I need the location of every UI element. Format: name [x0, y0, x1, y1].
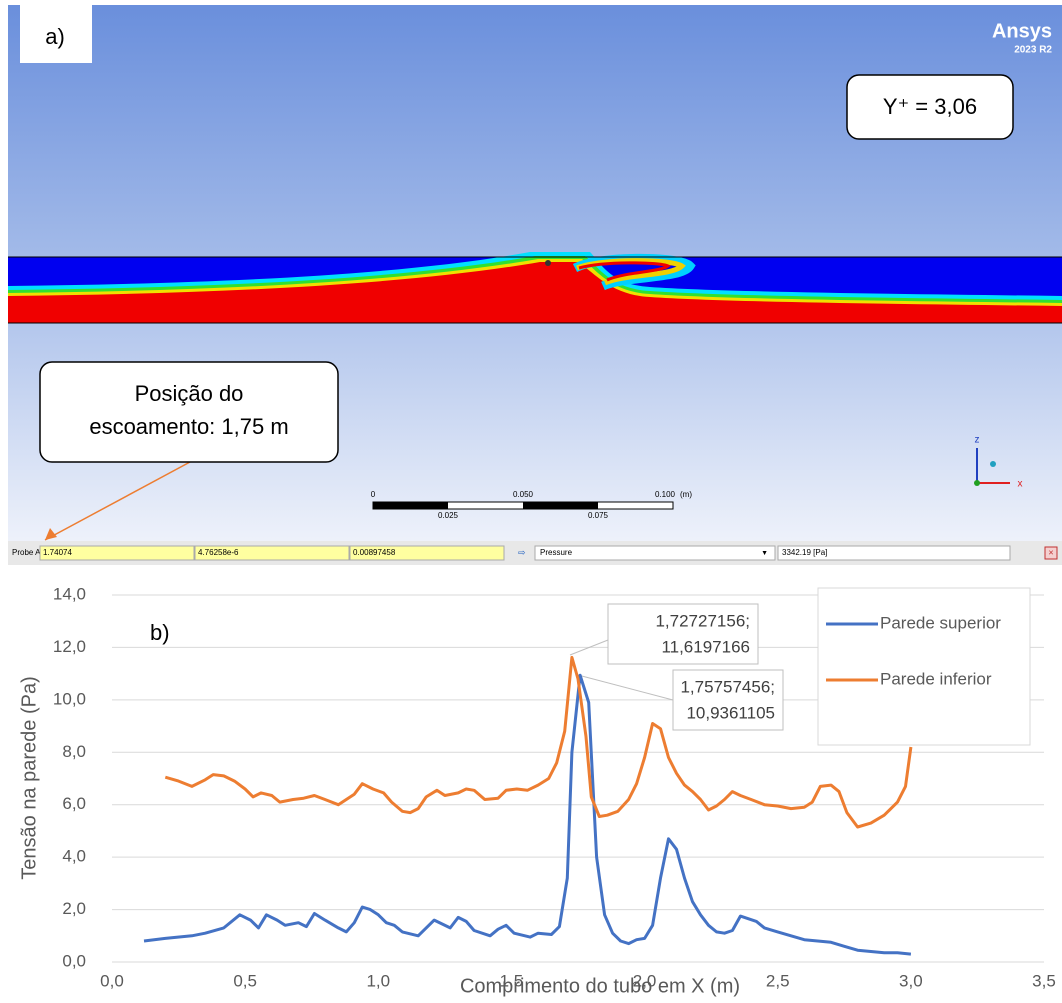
- y-tick-label: 8,0: [62, 742, 86, 761]
- y-tick-label: 10,0: [53, 689, 86, 708]
- x-tick-label: 0,0: [100, 971, 124, 990]
- probe-arrow: ⇨: [518, 547, 526, 557]
- scale-label: 0.025: [438, 511, 459, 520]
- probe-label: Probe At: [12, 548, 43, 557]
- legend-label: Parede inferior: [880, 669, 992, 688]
- probe-value: 4.76258e-6: [198, 548, 239, 557]
- series-line: [165, 657, 911, 827]
- callout-line: escoamento: 1,75 m: [89, 414, 288, 439]
- legend-box: [818, 588, 1030, 745]
- page: a) Ansys 2023 R2 Y⁺ = 3,06 Posição do es…: [0, 0, 1062, 1003]
- scale-seg: [373, 502, 448, 509]
- x-tick-label: 1,5: [500, 971, 524, 990]
- x-tick-label: 3,5: [1032, 971, 1056, 990]
- annotation-text: 1,75757456;: [680, 677, 775, 696]
- scale-label: 0.100: [655, 490, 676, 499]
- close-icon: ×: [1048, 547, 1053, 557]
- probe-value: 1.74074: [43, 548, 72, 557]
- figure: a) Ansys 2023 R2 Y⁺ = 3,06 Posição do es…: [0, 0, 1062, 998]
- axis-label: x: [1018, 479, 1023, 490]
- scale-label: 0.050: [513, 490, 534, 499]
- axis-label: z: [975, 435, 980, 446]
- annotation-text: 11,6197166: [661, 637, 750, 656]
- probe-value: 0.00897458: [353, 548, 396, 557]
- y-tick-label: 12,0: [53, 637, 86, 656]
- probe-point: [545, 260, 551, 266]
- scale-label: 0.075: [588, 511, 609, 520]
- y-tick-label: 6,0: [62, 794, 86, 813]
- annotation-leader: [578, 675, 673, 700]
- yplus: Y⁺ = 3,06: [883, 94, 977, 119]
- brand: Ansys: [992, 20, 1052, 42]
- dropdown-caret: ▼: [761, 550, 768, 557]
- y-tick-label: 2,0: [62, 899, 86, 918]
- x-tick-label: 1,0: [366, 971, 390, 990]
- y-tick-label: 14,0: [53, 584, 86, 603]
- variable: Pressure: [540, 548, 573, 557]
- y-tick-label: 4,0: [62, 847, 86, 866]
- scale-label: 0: [371, 490, 376, 499]
- callout-line: Posição do: [135, 381, 244, 406]
- result: 3342.19 [Pa]: [782, 548, 827, 557]
- y-axis-title: Tensão na parede (Pa): [18, 676, 40, 879]
- simulation-panel: a) Ansys 2023 R2 Y⁺ = 3,06 Posição do es…: [8, 5, 1062, 565]
- annotation-text: 1,72727156;: [655, 611, 750, 630]
- x-tick-label: 0,5: [233, 971, 257, 990]
- y-tick-label: 0,0: [62, 951, 86, 970]
- version: 2023 R2: [1014, 45, 1052, 56]
- chart: b) Tensão na parede (Pa) Comprimento do …: [18, 584, 1056, 997]
- scale-label: (m): [680, 490, 692, 499]
- x-tick-label: 2,5: [766, 971, 790, 990]
- x-tick-label: 3,0: [899, 971, 923, 990]
- panel-label: a): [45, 24, 65, 49]
- annotation-text: 10,9361105: [686, 703, 775, 722]
- scale-seg: [523, 502, 598, 509]
- legend-label: Parede superior: [880, 613, 1001, 632]
- series-line: [144, 675, 911, 954]
- callout-box: [40, 362, 338, 462]
- axis-dot: [990, 461, 996, 467]
- axis-origin: [974, 480, 980, 486]
- x-tick-label: 2,0: [633, 971, 657, 990]
- panel-label: b): [150, 620, 170, 645]
